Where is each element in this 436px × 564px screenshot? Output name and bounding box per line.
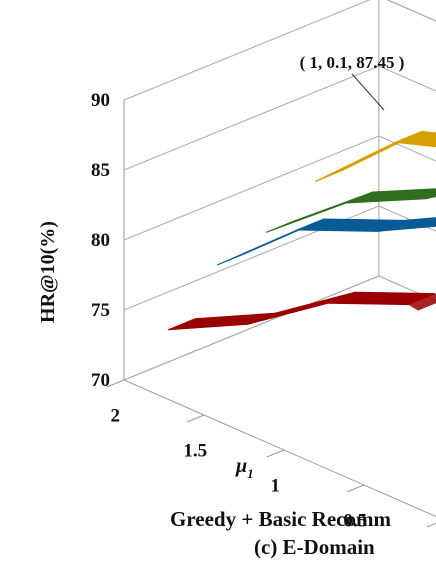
x-axis-label-subscript: 1 <box>247 466 254 481</box>
gridline <box>123 135 436 241</box>
y-tick-label: 85 <box>91 160 110 181</box>
x-tick-label: 2 <box>111 405 121 426</box>
y-tick-labels: 70 75 80 85 90 <box>91 90 110 391</box>
x-axis-tick <box>346 484 365 493</box>
y-tick-label: 80 <box>91 230 110 251</box>
x-axis-tick <box>426 522 436 528</box>
x-tick-label: 1.5 <box>183 440 207 461</box>
chart-walls <box>123 0 436 518</box>
gridline <box>123 0 436 101</box>
x-axis-tick <box>186 414 205 423</box>
series-ribbon <box>167 291 436 331</box>
figure-caption-line1: Greedy + Basic Recomm <box>170 507 391 531</box>
series-segment <box>345 188 436 204</box>
series-segment <box>376 217 436 232</box>
y-axis-label: HR@10(%) <box>37 221 59 323</box>
series-ribbon <box>265 188 436 233</box>
series-ribbon <box>216 217 436 266</box>
chart-ribbons <box>167 130 436 331</box>
x-axis-tick <box>106 379 125 388</box>
annotation-leader-line <box>351 73 385 111</box>
x-tick-labels: 2 1.5 1 0.5 <box>111 405 368 531</box>
series-end-cap <box>408 293 436 311</box>
series-segment <box>394 130 436 148</box>
x-axis-label: μ1 <box>235 455 254 481</box>
series-ribbon <box>314 130 436 183</box>
x-tick-label: 0.5 <box>343 510 367 531</box>
series-segment <box>425 194 436 200</box>
y-tick-label: 90 <box>91 90 110 111</box>
floor-front-edge <box>123 379 436 518</box>
chart-gridlines <box>106 0 436 528</box>
figure-caption-line2: (c) E-Domain <box>254 535 375 559</box>
series-segment <box>247 291 356 325</box>
x-tick-label: 1 <box>271 475 281 496</box>
x-axis-tick <box>266 449 285 458</box>
y-tick-label: 70 <box>91 370 110 391</box>
data-point-annotation: ( 1, 0.1, 87.45 ) <box>300 53 405 72</box>
x-axis-label-symbol: μ <box>235 455 247 477</box>
y-tick-label: 75 <box>91 300 110 321</box>
